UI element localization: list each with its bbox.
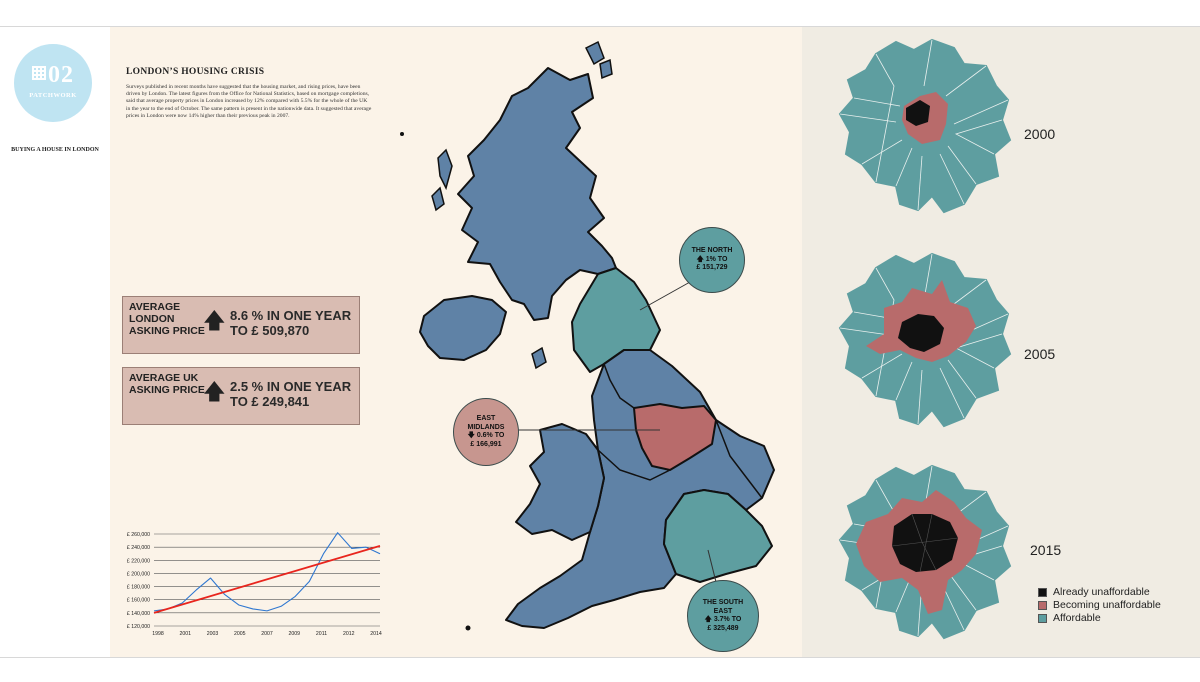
borough-lines	[891, 513, 959, 573]
uk-price-box: AVERAGE UK ASKING PRICE 🡅 2.5 % IN ONE Y…	[122, 367, 360, 425]
arrow-up-icon: 🡅	[203, 379, 226, 404]
chart-y-tick-label: £ 260,000	[127, 532, 150, 538]
article-title: LONDON’S HOUSING CRISIS	[126, 67, 265, 77]
map-border	[715, 419, 763, 499]
callout-change: 🡅 1% TO	[696, 255, 728, 263]
callout-east-midlands: EAST MIDLANDS 🡇 0.6% TO £ 166,991	[453, 398, 519, 466]
year-label: 2005	[1024, 346, 1056, 362]
london-already-unaffordable	[892, 514, 958, 572]
callout-price: £ 166,991	[470, 440, 502, 448]
chart-x-tick-label: 2012	[343, 631, 355, 637]
london-map-2000	[838, 38, 1012, 214]
price-box-value: 2.5 % IN ONE YEAR TO £ 249,841	[230, 379, 352, 409]
london-map-2005	[838, 252, 1012, 428]
badge-label: PATCHWORK	[29, 92, 77, 99]
chart-x-tick-label: 2014	[370, 631, 382, 637]
chart-series-line-trend	[153, 544, 381, 614]
map-island	[599, 58, 613, 80]
map-region-wales	[515, 423, 605, 541]
callout-title: THE NORTH	[691, 247, 733, 255]
london-already-unaffordable	[898, 314, 944, 352]
chart-x-tick-label: 1998	[152, 631, 164, 637]
chart-x-tick-label: 2005	[234, 631, 246, 637]
map-island	[400, 132, 404, 136]
legend-swatch	[1038, 588, 1047, 597]
chart-y-tick-label: £ 180,000	[127, 585, 150, 591]
london-map-2015	[838, 464, 1012, 640]
callout-title: EAST MIDLANDS	[467, 415, 505, 431]
chart-x-tick-label: 2007	[261, 631, 273, 637]
chart-x-tick-label: 2011	[316, 631, 327, 637]
chart-x-tick-label: 2009	[288, 631, 300, 637]
chart-y-tick-label: £ 240,000	[127, 545, 150, 551]
grid-icon	[32, 66, 46, 80]
map-legend: Already unaffordable Becoming unaffordab…	[1038, 586, 1161, 625]
chart-y-tick-label: £ 160,000	[127, 598, 150, 604]
price-box-label: AVERAGE LONDON ASKING PRICE	[129, 301, 205, 337]
legend-item: Already unaffordable	[1038, 586, 1161, 599]
year-label: 2015	[1030, 542, 1062, 558]
map-island	[465, 625, 471, 631]
borough-lines	[839, 39, 1009, 211]
callout-price: £ 151,729	[696, 264, 728, 272]
section-badge: 02 PATCHWORK	[14, 44, 92, 122]
callout-price: £ 325,489	[707, 624, 739, 632]
chart-y-tick-label: £ 200,000	[127, 571, 150, 577]
london-already-unaffordable	[906, 100, 930, 126]
badge-number: 02	[48, 62, 74, 88]
map-island	[431, 186, 445, 212]
price-box-value: 8.6 % IN ONE YEAR TO £ 509,870	[230, 308, 352, 338]
map-region-northern-ireland	[419, 295, 507, 361]
map-island-isle-of-man	[531, 346, 547, 370]
badge-number-wrap: 02	[14, 62, 92, 89]
year-label: 2000	[1024, 126, 1056, 142]
legend-swatch	[1038, 601, 1047, 610]
left-rail	[0, 27, 110, 657]
bottom-border	[0, 657, 1200, 658]
callout-title: THE SOUTH EAST	[702, 599, 744, 615]
map-border	[603, 363, 635, 409]
map-island	[437, 148, 453, 191]
price-box-label: AVERAGE UK ASKING PRICE	[129, 372, 205, 396]
map-border	[597, 449, 671, 481]
legend-label: Affordable	[1053, 612, 1101, 624]
top-border	[0, 26, 1200, 27]
london-price-box: AVERAGE LONDON ASKING PRICE 🡅 8.6 % IN O…	[122, 296, 360, 354]
arrow-up-icon: 🡅	[203, 308, 226, 333]
legend-item: Becoming unaffordable	[1038, 599, 1161, 612]
chart-y-tick-label: £ 120,000	[127, 624, 150, 630]
legend-swatch	[1038, 614, 1047, 623]
callout-change: 🡅 3.7% TO	[704, 616, 742, 623]
chart-series-line-price	[153, 532, 381, 612]
callout-north: THE NORTH 🡅 1% TO £ 151,729	[679, 227, 745, 293]
chart-x-tick-label: 2003	[207, 631, 219, 637]
price-line-chart: £ 260,000 £ 240,000 £ 220,000 £ 200,000 £ 18…	[127, 532, 382, 637]
legend-label: Becoming unaffordable	[1053, 599, 1161, 611]
section-label: BUYING A HOUSE IN LONDON	[11, 147, 99, 153]
uk-region-map	[400, 40, 775, 631]
callout-south-east: THE SOUTH EAST 🡅 3.7% TO £ 325,489	[687, 580, 759, 652]
map-region-east-midlands	[633, 403, 717, 471]
callout-leader	[639, 281, 691, 311]
callout-change: 🡇 0.6% TO	[467, 432, 505, 439]
map-region-south-east	[663, 489, 773, 583]
chart-x-tick-label: 2001	[179, 631, 191, 637]
map-island	[584, 40, 605, 66]
legend-item: Affordable	[1038, 612, 1161, 625]
article-body: Surveys published in recent months have …	[126, 84, 372, 119]
map-region-scotland	[457, 67, 617, 321]
chart-y-tick-label: £ 220,000	[127, 558, 150, 564]
chart-y-tick-label: £ 140,000	[127, 611, 150, 617]
legend-label: Already unaffordable	[1053, 586, 1150, 598]
